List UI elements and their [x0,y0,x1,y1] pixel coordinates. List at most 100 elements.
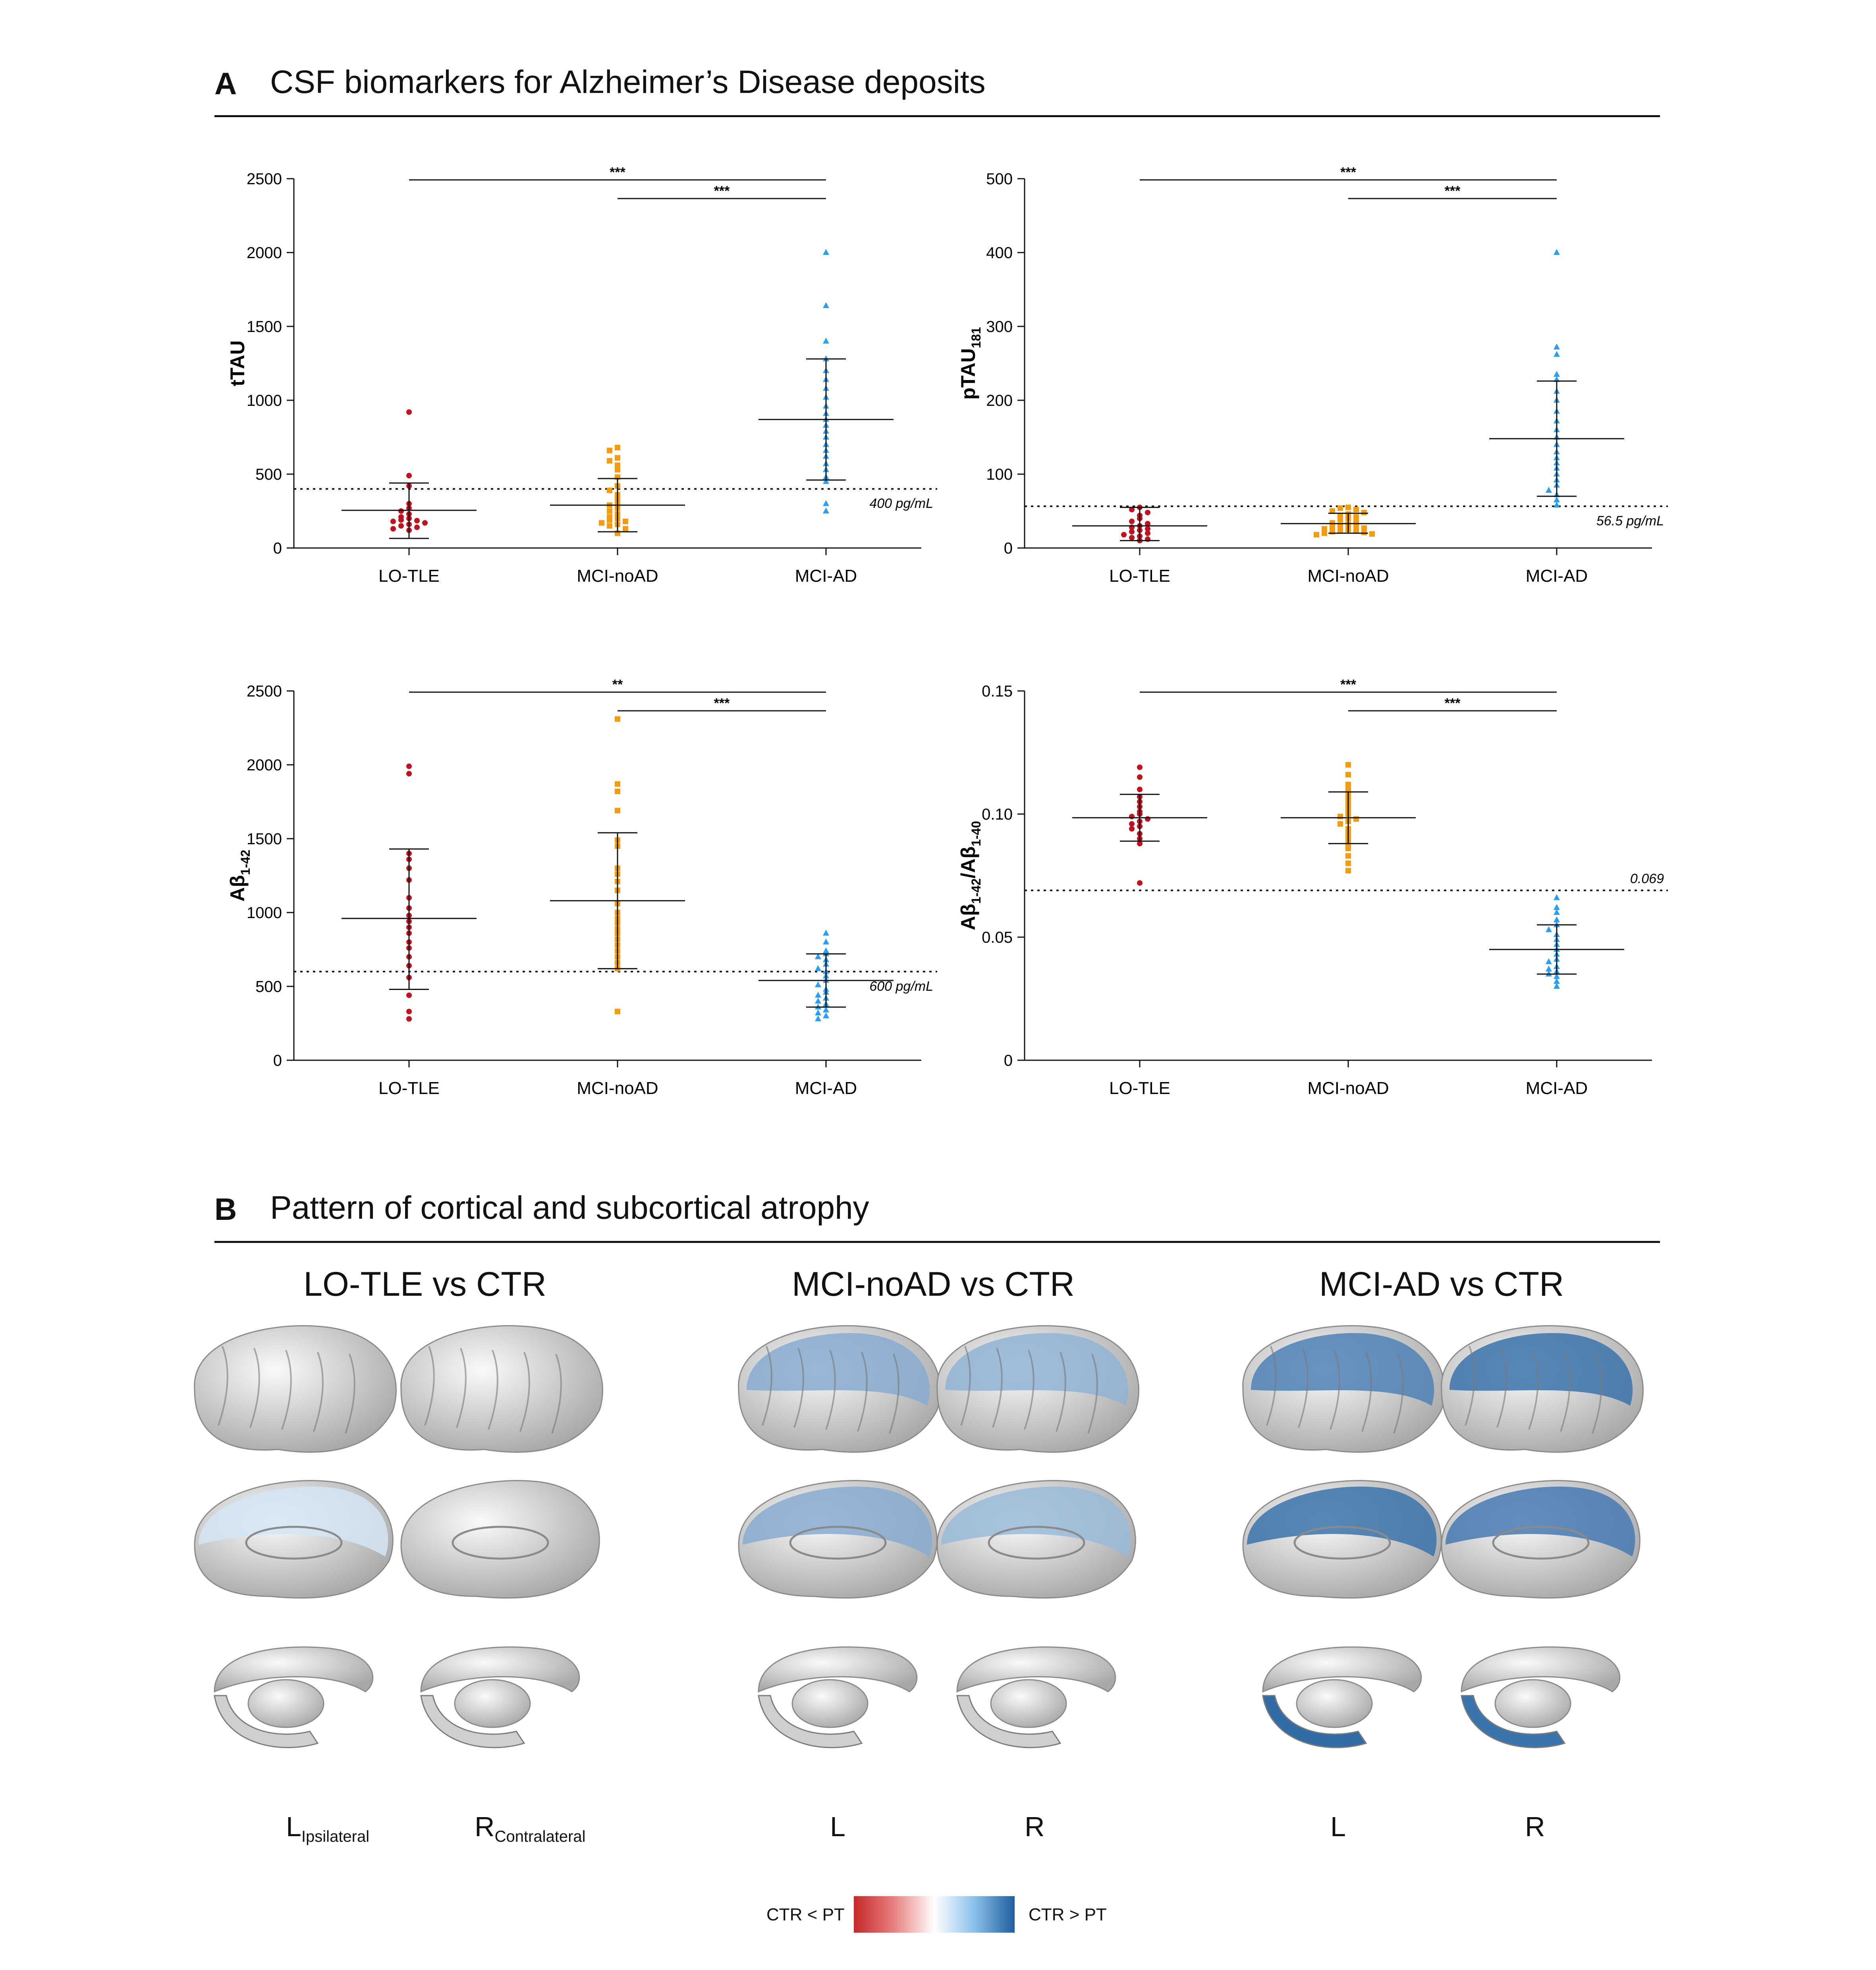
sulcus [1266,1346,1277,1426]
data-point [823,1012,829,1019]
data-point [1554,370,1560,377]
brain-lateral-view [738,1325,941,1453]
sulcus [762,1346,772,1426]
x-tick-label: MCI-AD [1526,1079,1588,1098]
data-point [815,953,821,959]
data-point [815,1015,821,1021]
group-title-mciad: MCI-AD vs CTR [1319,1265,1564,1303]
data-point [823,930,829,936]
legend-label-left: CTR < PT [766,1905,845,1924]
data-point [414,518,420,524]
data-point [1345,787,1351,792]
y-tick-label: 0.05 [982,929,1013,946]
data-point [1338,527,1343,533]
sulcus [1298,1348,1309,1428]
side-label-right-0: RContralateral [475,1811,586,1845]
data-point [1145,521,1150,527]
sulcus [249,1348,260,1428]
sulcus [1592,1354,1602,1434]
data-point [1554,496,1560,503]
section-b-rule [214,1241,1660,1243]
data-point [1554,973,1560,979]
data-point [1129,821,1135,827]
hippocampus [758,1695,863,1748]
brain-lateral-view [194,1325,397,1453]
data-point [815,981,821,988]
data-point [1322,530,1327,536]
brain-subcortical-view [1262,1646,1422,1748]
sulcus [218,1346,228,1426]
corpus-callosum [1293,1526,1391,1560]
data-point [1330,508,1335,514]
data-point [823,950,829,957]
sulcus [793,1348,804,1428]
y-tick-label: 300 [986,318,1013,336]
sulcus [1393,1354,1404,1434]
data-point [390,519,396,525]
side-label-right-2: R [1525,1811,1545,1842]
data-point [823,478,829,484]
x-tick-label: MCI-noAD [1307,1079,1389,1098]
sulcus [1496,1348,1507,1428]
data-point [1145,816,1150,822]
side-label-right-1: R [1025,1811,1045,1842]
data-point [615,467,620,473]
x-tick-label: LO-TLE [1109,1079,1170,1098]
data-point [1353,519,1359,525]
y-tick-label: 2000 [247,756,282,774]
x-tick-label: LO-TLE [378,1079,440,1098]
brain-medial-view [400,1480,600,1599]
sulcus [1087,1354,1098,1434]
chart-abeta42: 0 500 1000 1500 2000 2500 LO-TLE MCI-noAD MCI-AD… [226,677,937,1098]
brain-lateral-view [400,1325,603,1453]
sulcus [1560,1352,1571,1432]
cutoff-label: 0.069 [1630,871,1664,886]
data-point [406,1016,412,1022]
data-point [823,500,829,506]
data-point [1546,958,1552,964]
data-point [1338,517,1343,523]
data-point [823,1006,829,1013]
significance-label: *** [714,696,730,711]
y-tick-label: 0.15 [982,683,1013,700]
data-point [1369,531,1375,537]
corpus-callosum [988,1526,1085,1560]
significance-label: *** [1445,696,1461,711]
side-label-left-1: L [830,1811,845,1842]
sulcus [1056,1352,1066,1432]
section-a-rule [214,115,1660,117]
side-label-left-0: LIpsilateral [286,1811,370,1845]
data-point [1338,821,1343,827]
data-point [823,249,829,255]
sulcus [551,1354,562,1434]
sulcus [488,1350,498,1430]
y-tick-label: 200 [986,392,1013,409]
data-point [615,788,620,794]
sulcus [345,1354,355,1434]
brain-medial-view [738,1480,938,1599]
data-point [1361,525,1367,531]
x-tick-label: MCI-noAD [577,1079,658,1098]
data-point [1121,532,1127,538]
y-tick-label: 0 [1004,540,1013,557]
data-point [607,487,612,493]
section-b-letter: B [214,1192,237,1227]
brain-renderings [194,1325,1644,1748]
group-title-mcinoad: MCI-noAD vs CTR [792,1265,1075,1303]
y-tick-label: 0 [1004,1052,1013,1069]
data-point [1338,523,1343,529]
data-point [615,462,620,468]
data-point [1554,343,1560,350]
significance-label: *** [1340,165,1356,180]
y-tick-label: 1500 [247,318,282,336]
data-point [1554,249,1560,255]
data-point [615,781,620,787]
brain-subcortical-view [956,1646,1116,1748]
data-point [1129,814,1135,820]
brain-subcortical-view [420,1646,580,1748]
x-tick-label: MCI-AD [795,1079,857,1098]
data-point [1353,524,1359,530]
data-point [422,520,428,526]
data-point [615,455,620,461]
brain-lateral-view [1441,1325,1644,1453]
